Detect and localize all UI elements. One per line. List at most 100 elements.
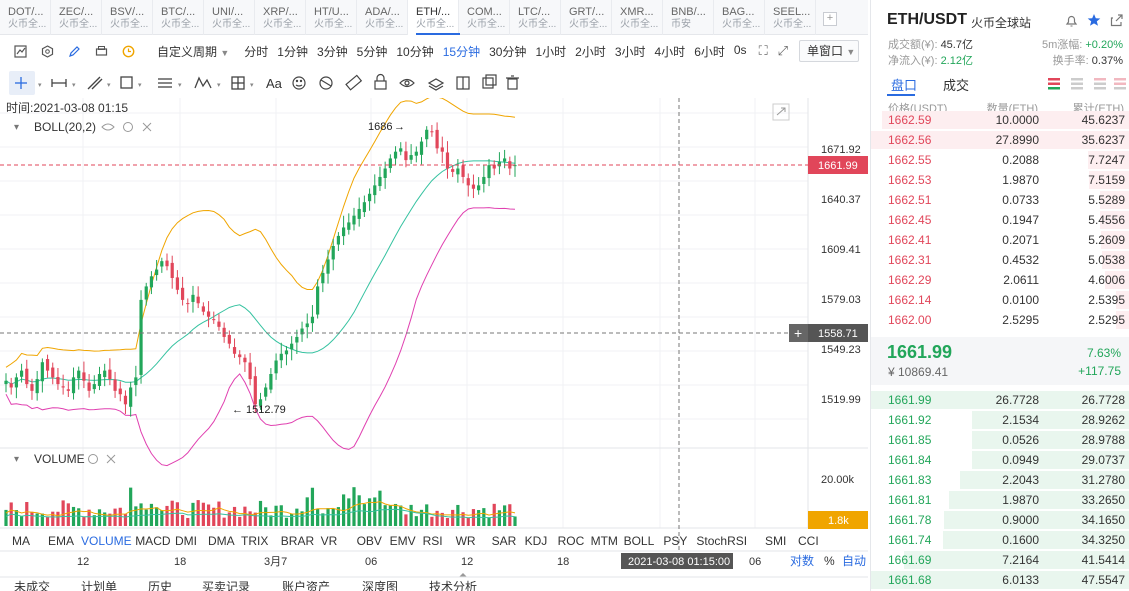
bottom-tab[interactable]: 买卖记录 [202, 580, 250, 591]
add-tab-button[interactable]: + [823, 12, 837, 26]
indicator-option[interactable]: SAR [492, 534, 517, 548]
bid-row[interactable]: 1661.81 1.9870 33.2650 [871, 490, 1129, 510]
pair-tab[interactable]: GRT/... 火币全... [561, 0, 612, 35]
indicator-option[interactable]: WR [456, 534, 476, 548]
interval-option[interactable]: 15分钟 [442, 44, 481, 59]
indicator-option[interactable]: VR [321, 534, 338, 548]
indicator-option[interactable]: SMI [765, 534, 786, 548]
collapse-icon[interactable]: ▾ [14, 122, 19, 133]
emoji-icon[interactable] [292, 76, 306, 90]
indicator-option[interactable]: StochRSI [696, 534, 747, 548]
clock-icon[interactable] [122, 45, 135, 58]
indicator-option[interactable]: PSY [663, 534, 687, 548]
pair-tab[interactable]: XRP/... 火币全... [255, 0, 306, 35]
chart-maximize-icon[interactable] [772, 103, 790, 121]
bid-row[interactable]: 1661.99 26.7728 26.7728 [871, 390, 1129, 410]
pair-tab[interactable]: XMR... 火币全... [612, 0, 663, 35]
interval-option[interactable]: 30分钟 [489, 44, 527, 59]
pair-tab[interactable]: UNI/... 火币全... [204, 0, 255, 35]
lock-icon[interactable] [374, 73, 387, 90]
interval-option[interactable]: 5分钟 [356, 44, 388, 59]
wave-icon[interactable] [194, 76, 212, 89]
indicator-option[interactable]: CCI [798, 534, 819, 548]
horizontal-line-icon[interactable] [51, 79, 67, 87]
interval-option[interactable]: 3小时 [614, 44, 646, 59]
indicator-option[interactable]: KDJ [525, 534, 548, 548]
pair-tab[interactable]: BAG... 火币全... [714, 0, 765, 35]
custom-period-dropdown[interactable]: 自定义周期 ▼ [157, 44, 230, 59]
add-alert-button[interactable] [789, 324, 808, 342]
bid-row[interactable]: 1661.74 0.1600 34.3250 [871, 530, 1129, 550]
bottom-tab[interactable]: 深度图 [362, 579, 398, 591]
boll-settings-icon[interactable] [123, 122, 133, 132]
pair-tab[interactable]: SEEL... 火币全... [765, 0, 816, 35]
interval-option[interactable]: 4小时 [654, 44, 686, 59]
fullscreen-icon[interactable]: ⛶ [758, 43, 768, 58]
volume-collapse-icon[interactable]: ▾ [14, 454, 19, 465]
indicator-option[interactable]: DMI [175, 534, 197, 548]
rectangle-icon[interactable] [120, 76, 133, 89]
trash-icon[interactable] [506, 75, 519, 90]
eye-icon[interactable] [399, 78, 415, 88]
bell-icon[interactable] [1065, 14, 1078, 27]
layout-grid-icon[interactable] [456, 76, 470, 90]
pair-tab[interactable]: COM... 火币全... [459, 0, 510, 35]
pair-tab[interactable]: BNB/... 币安 [663, 0, 714, 35]
price-chart[interactable]: 时间:2021-03-08 01:15 ▾ BOLL(20,2) 1686 → ← 1512… [0, 98, 868, 591]
ask-row[interactable]: 1662.41 0.2071 5.2609 [871, 230, 1129, 250]
bid-row[interactable]: 1661.85 0.0526 28.9788 [871, 430, 1129, 450]
ask-row[interactable]: 1662.29 2.0611 4.6006 [871, 270, 1129, 290]
pair-tab[interactable]: LTC/... 火币全... [510, 0, 561, 35]
bid-row[interactable]: 1661.68 6.0133 47.5547 [871, 570, 1129, 590]
interval-option[interactable]: 1小时 [535, 44, 567, 59]
tab-trades[interactable]: 成交 [943, 78, 970, 93]
indicator-option[interactable]: EMA [48, 534, 74, 548]
pair-tab[interactable]: ZEC/... 火币全... [51, 0, 102, 35]
scroll-handle-icon[interactable] [459, 573, 467, 577]
volume-settings-icon[interactable] [88, 454, 98, 464]
text-tool-icon[interactable]: Aa [266, 76, 283, 91]
view-trades-icon[interactable] [1114, 78, 1126, 90]
window-layout-dropdown[interactable]: 单窗口 ▼ [799, 40, 859, 62]
print-icon[interactable] [95, 45, 108, 58]
expand-icon[interactable]: ⤢ [777, 43, 789, 58]
indicator-option[interactable]: TRIX [241, 534, 268, 548]
pair-tab[interactable]: ADA/... 火币全... [357, 0, 408, 35]
pair-tab[interactable]: BSV/... 火币全... [102, 0, 153, 35]
bottom-tab[interactable]: 技术分析 [429, 580, 477, 591]
bid-row[interactable]: 1661.78 0.9000 34.1650 [871, 510, 1129, 530]
settings-hex-icon[interactable] [41, 44, 54, 58]
indicator-option[interactable]: RSI [423, 534, 443, 548]
pair-tab[interactable]: DOT/... 火币全... [0, 0, 51, 35]
bottom-tab[interactable]: 账户资产 [282, 579, 330, 591]
ask-row[interactable]: 1662.56 27.8990 35.6237 [871, 130, 1129, 150]
pair-tab[interactable]: HT/U... 火币全... [306, 0, 357, 35]
interval-option[interactable]: 2小时 [575, 44, 606, 59]
ask-row[interactable]: 1662.45 0.1947 5.4556 [871, 210, 1129, 230]
boll-close-icon[interactable] [142, 122, 152, 132]
bottom-tab[interactable]: 计划单 [81, 580, 117, 591]
ask-row[interactable]: 1662.55 0.2088 7.7247 [871, 150, 1129, 170]
ask-row[interactable]: 1662.14 0.0100 2.5395 [871, 290, 1129, 310]
indicator-option[interactable]: MA [12, 534, 30, 548]
indicator-option[interactable]: VOLUME [81, 534, 132, 548]
bid-row[interactable]: 1661.83 2.2043 31.2780 [871, 470, 1129, 490]
chart-type-icon[interactable] [14, 44, 27, 58]
interval-option[interactable]: 0s [733, 42, 747, 57]
log-scale-toggle[interactable]: 对数 [790, 553, 814, 568]
interval-option[interactable]: 分时 [244, 44, 269, 59]
layers-icon[interactable] [427, 78, 445, 91]
view-bids-icon[interactable] [1071, 78, 1083, 90]
ask-row[interactable]: 1662.51 0.0733 5.5289 [871, 190, 1129, 210]
measure-icon[interactable] [231, 76, 245, 90]
star-icon[interactable] [1087, 13, 1101, 27]
ruler-icon[interactable] [345, 74, 363, 91]
volume-close-icon[interactable] [106, 454, 116, 464]
stack-icon[interactable] [482, 74, 497, 89]
view-both-icon[interactable] [1048, 78, 1060, 90]
indicator-option[interactable]: DMA [208, 534, 235, 548]
share-icon[interactable] [1110, 13, 1124, 27]
parallel-lines-icon[interactable] [158, 78, 172, 88]
bottom-tab[interactable]: 未成交 [14, 579, 50, 591]
tab-order-book[interactable]: 盘口 [891, 78, 918, 93]
